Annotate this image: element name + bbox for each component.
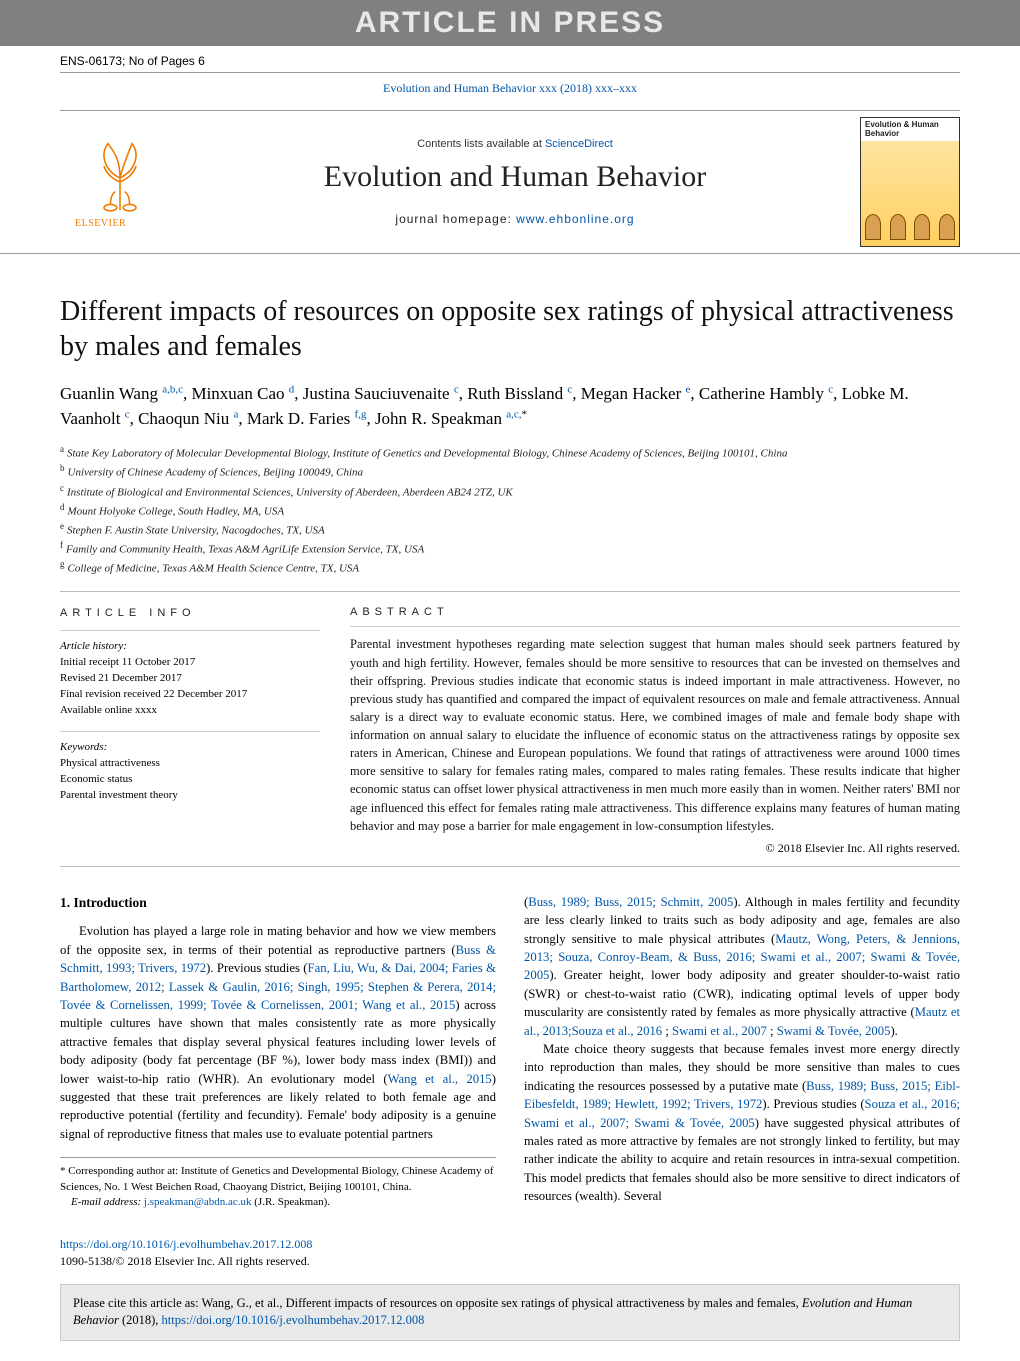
article-title: Different impacts of resources on opposi… xyxy=(60,294,960,364)
history-line: Available online xxxx xyxy=(60,703,320,719)
homepage-link[interactable]: www.ehbonline.org xyxy=(516,212,634,226)
divider xyxy=(60,630,320,631)
svg-text:ELSEVIER: ELSEVIER xyxy=(75,218,126,229)
elsevier-tree-icon xyxy=(80,134,160,214)
affiliation-line: fFamily and Community Health, Texas A&M … xyxy=(60,539,960,558)
history-heading: Article history: xyxy=(60,639,320,655)
affiliation-line: eStephen F. Austin State University, Nac… xyxy=(60,520,960,539)
doi-block: https://doi.org/10.1016/j.evolhumbehav.2… xyxy=(0,1220,1020,1278)
info-abstract-row: article info Article history: Initial re… xyxy=(60,591,960,866)
journal-cover: Evolution & Human Behavior xyxy=(860,117,960,247)
body-text: ; xyxy=(767,1024,777,1038)
citation-link[interactable]: Wang et al., 2015 xyxy=(388,1072,492,1086)
abstract-label: abstract xyxy=(350,606,960,618)
cite-text: Please cite this article as: Wang, G., e… xyxy=(73,1296,802,1310)
sciencedirect-link[interactable]: ScienceDirect xyxy=(545,138,613,150)
body-text: ). xyxy=(890,1024,897,1038)
cite-year: (2018), xyxy=(119,1313,162,1327)
keywords-heading: Keywords: xyxy=(60,740,320,756)
contents-prefix: Contents lists available at xyxy=(417,138,545,150)
journal-name: Evolution and Human Behavior xyxy=(188,160,842,194)
elsevier-wordmark-icon: ELSEVIER xyxy=(75,216,165,230)
keyword: Physical attractiveness xyxy=(60,756,320,772)
affiliation-line: bUniversity of Chinese Academy of Scienc… xyxy=(60,462,960,481)
affiliation-line: aState Key Laboratory of Molecular Devel… xyxy=(60,443,960,462)
contents-available: Contents lists available at ScienceDirec… xyxy=(188,138,842,150)
section-heading: 1. Introduction xyxy=(60,893,496,913)
doc-id: ENS-06173; No of Pages 6 xyxy=(0,46,1020,72)
please-cite-box: Please cite this article as: Wang, G., e… xyxy=(60,1284,960,1341)
citation-link[interactable]: Swami et al., 2007 xyxy=(672,1024,767,1038)
press-banner: ARTICLE IN PRESS xyxy=(0,0,1020,46)
history-line: Revised 21 December 2017 xyxy=(60,671,320,687)
body-text: ). Previous studies ( xyxy=(762,1097,864,1111)
author-list: Guanlin Wang a,b,c, Minxuan Cao d, Justi… xyxy=(60,382,960,431)
history-line: Final revision received 22 December 2017 xyxy=(60,687,320,703)
body-text: Evolution has played a large role in mat… xyxy=(60,924,496,956)
journal-masthead: ELSEVIER Contents lists available at Sci… xyxy=(0,111,1020,254)
divider xyxy=(350,626,960,627)
journal-homepage: journal homepage: www.ehbonline.org xyxy=(188,212,842,226)
article-info-column: article info Article history: Initial re… xyxy=(60,606,320,855)
doi-link[interactable]: https://doi.org/10.1016/j.evolhumbehav.2… xyxy=(60,1237,312,1251)
keyword: Parental investment theory xyxy=(60,788,320,804)
keyword: Economic status xyxy=(60,772,320,788)
history-line: Initial receipt 11 October 2017 xyxy=(60,655,320,671)
corresponding-author-footnote: * Corresponding author at: Institute of … xyxy=(60,1157,496,1210)
body-text: ). Previous studies ( xyxy=(206,961,307,975)
cover-title: Evolution & Human Behavior xyxy=(861,118,959,142)
citation-link[interactable]: Swami & Tovée, 2005 xyxy=(777,1024,891,1038)
abstract-copyright: © 2018 Elsevier Inc. All rights reserved… xyxy=(350,841,960,856)
email-label: E-mail address: xyxy=(71,1196,144,1208)
article-history: Article history: Initial receipt 11 Octo… xyxy=(60,639,320,719)
running-citation: Evolution and Human Behavior xxx (2018) … xyxy=(0,73,1020,110)
body-text: ; xyxy=(662,1024,672,1038)
body-text: ). Greater height, lower body adiposity … xyxy=(524,968,960,1019)
footnote-text: Corresponding author at: Institute of Ge… xyxy=(60,1165,493,1192)
email-tail: (J.R. Speakman). xyxy=(252,1196,331,1208)
homepage-prefix: journal homepage: xyxy=(395,212,516,226)
article-body: 1. Introduction Evolution has played a l… xyxy=(60,893,960,1211)
body-paragraph: (Buss, 1989; Buss, 2015; Schmitt, 2005).… xyxy=(524,893,960,1040)
issn-copyright: 1090-5138/© 2018 Elsevier Inc. All right… xyxy=(60,1254,310,1268)
affiliations: aState Key Laboratory of Molecular Devel… xyxy=(60,443,960,577)
divider xyxy=(60,731,320,732)
cite-doi-link[interactable]: https://doi.org/10.1016/j.evolhumbehav.2… xyxy=(162,1313,425,1327)
citation-link[interactable]: Evolution and Human Behavior xxx (2018) … xyxy=(383,81,637,95)
keywords-block: Keywords: Physical attractivenessEconomi… xyxy=(60,740,320,804)
affiliation-line: dMount Holyoke College, South Hadley, MA… xyxy=(60,501,960,520)
cover-art-icon xyxy=(861,214,959,240)
affiliation-line: cInstitute of Biological and Environment… xyxy=(60,482,960,501)
author-email-link[interactable]: j.speakman@abdn.ac.uk xyxy=(144,1196,252,1208)
citation-link[interactable]: Buss, 1989; Buss, 2015; Schmitt, 2005 xyxy=(528,895,733,909)
body-paragraph: Evolution has played a large role in mat… xyxy=(60,922,496,1143)
affiliation-line: gCollege of Medicine, Texas A&M Health S… xyxy=(60,558,960,577)
body-paragraph: Mate choice theory suggests that because… xyxy=(524,1040,960,1206)
elsevier-logo: ELSEVIER xyxy=(70,134,170,230)
abstract-column: abstract Parental investment hypotheses … xyxy=(350,606,960,855)
abstract-text: Parental investment hypotheses regarding… xyxy=(350,635,960,834)
article-info-label: article info xyxy=(60,606,320,622)
